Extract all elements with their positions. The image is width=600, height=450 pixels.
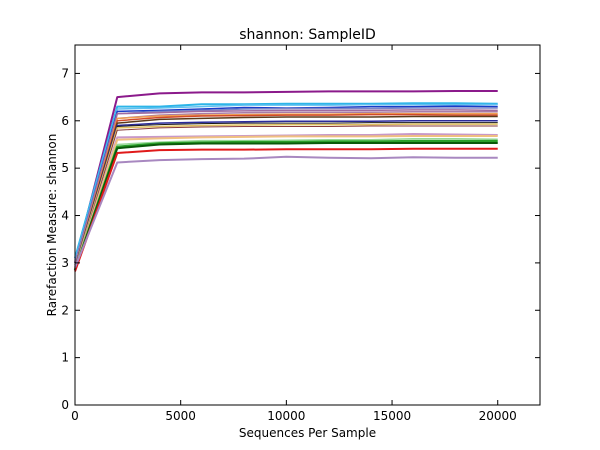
x-tick-label: 20000	[479, 409, 517, 423]
series-line-12	[74, 122, 498, 269]
series-line-6	[74, 109, 498, 266]
series-line-20	[74, 147, 498, 272]
series-layer	[73, 89, 498, 272]
series-line-2	[74, 102, 498, 259]
x-tick-label: 10000	[267, 409, 305, 423]
y-axis-title: Rarefaction Measure: shannon	[45, 134, 59, 317]
x-tick-label: 0	[71, 409, 79, 423]
series-line-5	[74, 107, 498, 264]
series-line-19	[74, 142, 498, 271]
series-line-14	[74, 125, 498, 271]
chart-title: shannon: SampleID	[239, 27, 376, 43]
series-line-4	[74, 105, 498, 264]
x-tick-label: 5000	[165, 409, 196, 423]
series-line-16	[74, 134, 498, 271]
series-line-17	[74, 138, 498, 271]
plot-frame	[74, 44, 541, 406]
series-line-9	[74, 113, 498, 268]
series-line-15	[74, 133, 498, 271]
y-tick-label: 3	[61, 256, 69, 270]
series-line-1	[74, 89, 498, 264]
series-line-8	[74, 112, 498, 268]
y-tick-label: 4	[61, 209, 69, 223]
series-line-21	[74, 155, 498, 269]
series-line-18	[73, 139, 498, 271]
series-line-3	[74, 103, 498, 261]
series-line-11	[74, 120, 498, 268]
x-axis-title: Sequences Per Sample	[239, 426, 376, 440]
y-tick-label: 5	[61, 161, 69, 175]
y-tick-label: 6	[61, 114, 69, 128]
ticks-layer: 0 5000 10000 15000 20000 0 1 2 3 4 5 6 7	[61, 45, 540, 423]
y-tick-label: 1	[61, 351, 69, 365]
y-tick-label: 0	[61, 398, 69, 412]
y-tick-label: 7	[61, 66, 69, 80]
x-tick-label: 15000	[373, 409, 411, 423]
series-line-13	[74, 123, 498, 269]
y-tick-label: 2	[61, 303, 69, 317]
series-line-10	[74, 115, 498, 268]
